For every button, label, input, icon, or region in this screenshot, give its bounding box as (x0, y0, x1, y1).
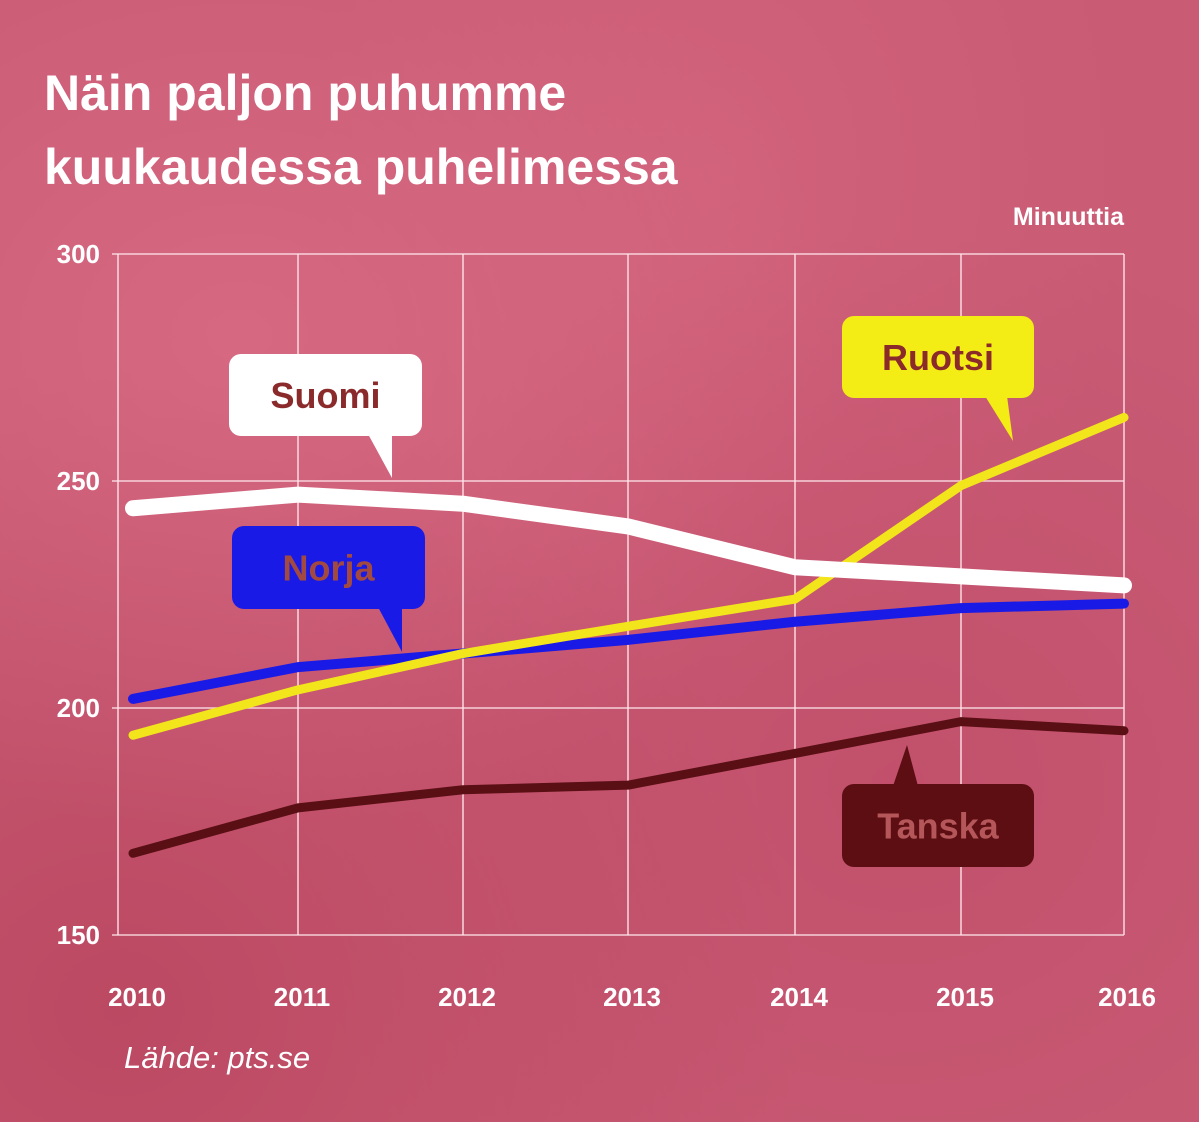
y-tick-label-200: 200 (57, 693, 100, 723)
series-line-suomi (125, 486, 1132, 594)
series-label-text: Ruotsi (882, 337, 994, 378)
x-tick-label-2012: 2012 (438, 982, 496, 1012)
y-tick-label-150: 150 (57, 920, 100, 950)
x-tick-label-2011: 2011 (274, 982, 330, 1012)
chart-title-line1: Näin paljon puhumme (44, 65, 567, 121)
series-label-pointer (368, 434, 392, 478)
series-label-text: Suomi (270, 375, 380, 416)
chart-title-line2: kuukaudessa puhelimessa (44, 139, 678, 195)
series-label-box (232, 526, 425, 609)
series-line-ruotsi (128, 412, 1129, 740)
series-label-box (842, 784, 1034, 867)
series-label-box (842, 316, 1034, 398)
series-label-tanska: Tanska (842, 745, 1034, 867)
series-lines (125, 412, 1132, 858)
series-label-pointer (985, 396, 1013, 441)
series-label-text: Tanska (877, 806, 999, 847)
y-tick-label-250: 250 (57, 466, 100, 496)
series-label-pointer (378, 607, 402, 652)
x-tick-label-2016: 2016 (1098, 982, 1156, 1012)
x-tick-label-2014: 2014 (770, 982, 828, 1012)
series-label-suomi: Suomi (229, 354, 422, 478)
series-label-pointer (893, 745, 918, 786)
series-label-norja: Norja (232, 526, 425, 652)
series-line-norja (128, 598, 1129, 704)
y-axis-ticks: 150 200 250 300 (57, 239, 100, 950)
x-tick-label-2015: 2015 (936, 982, 994, 1012)
y-tick-label-300: 300 (57, 239, 100, 269)
series-label-text: Norja (282, 548, 375, 589)
series-label-ruotsi: Ruotsi (842, 316, 1034, 441)
x-tick-label-2013: 2013 (603, 982, 661, 1012)
series-labels: Suomi Ruotsi Norja Tanska (229, 316, 1034, 867)
series-line-tanska (128, 717, 1129, 858)
y-axis-unit-label: Minuuttia (1012, 203, 1124, 231)
x-tick-label-2010: 2010 (108, 982, 166, 1012)
series-label-box (229, 354, 422, 436)
x-axis-ticks: 2010 2011 2012 2013 2014 2015 2016 (108, 982, 1156, 1012)
source-note: Lähde: pts.se (124, 1040, 311, 1075)
